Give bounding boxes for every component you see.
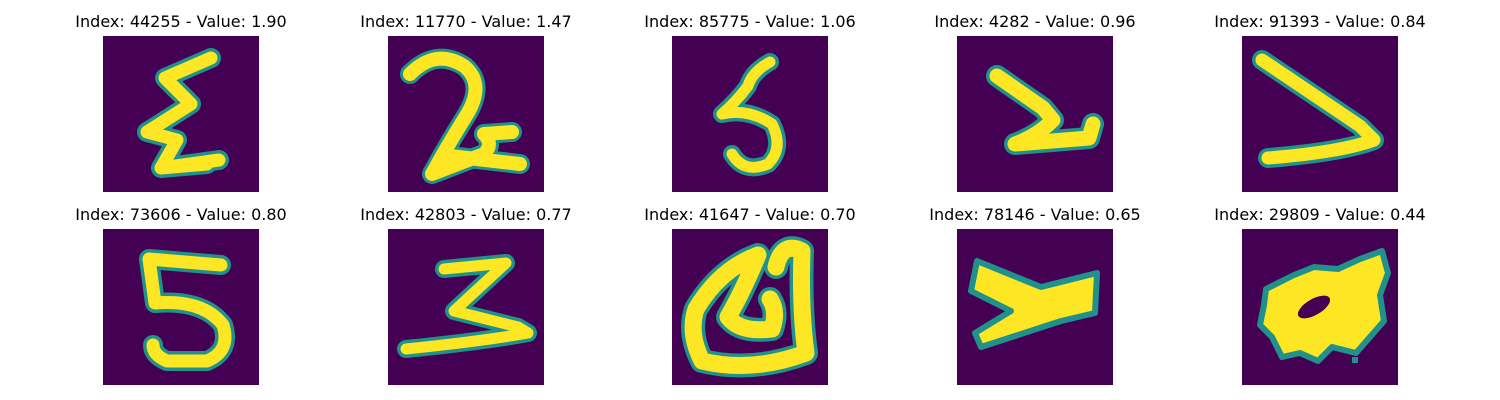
letter-image bbox=[672, 229, 828, 385]
panel-title: Index: 85775 - Value: 1.06 bbox=[644, 12, 856, 31]
panel-title: Index: 41647 - Value: 0.70 bbox=[644, 205, 856, 224]
blob-image bbox=[1242, 229, 1398, 385]
panel-5: Index: 91393 - Value: 0.84 bbox=[1214, 12, 1426, 202]
panel-1: Index: 44255 - Value: 1.90 bbox=[75, 12, 287, 202]
panel-8: Index: 41647 - Value: 0.70 bbox=[644, 205, 856, 395]
digit-image bbox=[388, 229, 544, 385]
panel-title: Index: 11770 - Value: 1.47 bbox=[360, 12, 572, 31]
panel-2: Index: 11770 - Value: 1.47 bbox=[360, 12, 572, 202]
digit-image bbox=[103, 229, 259, 385]
panel-title: Index: 44255 - Value: 1.90 bbox=[75, 12, 287, 31]
panel-6: Index: 73606 - Value: 0.80 bbox=[75, 205, 287, 395]
panel-10: Index: 29809 - Value: 0.44 bbox=[1214, 205, 1426, 395]
panel-title: Index: 78146 - Value: 0.65 bbox=[929, 205, 1141, 224]
digit-image bbox=[103, 36, 259, 192]
panel-title: Index: 29809 - Value: 0.44 bbox=[1214, 205, 1426, 224]
digit-image bbox=[957, 229, 1113, 385]
panel-title: Index: 42803 - Value: 0.77 bbox=[360, 205, 572, 224]
digit-image bbox=[388, 36, 544, 192]
panel-title: Index: 4282 - Value: 0.96 bbox=[934, 12, 1136, 31]
panel-9: Index: 78146 - Value: 0.65 bbox=[929, 205, 1141, 395]
digit-image bbox=[957, 36, 1113, 192]
panel-3: Index: 85775 - Value: 1.06 bbox=[644, 12, 856, 202]
digit-image bbox=[672, 36, 828, 192]
panel-title: Index: 73606 - Value: 0.80 bbox=[75, 205, 287, 224]
digit-image bbox=[1242, 36, 1398, 192]
panel-7: Index: 42803 - Value: 0.77 bbox=[360, 205, 572, 395]
panel-title: Index: 91393 - Value: 0.84 bbox=[1214, 12, 1426, 31]
panel-4: Index: 4282 - Value: 0.96 bbox=[934, 12, 1136, 202]
